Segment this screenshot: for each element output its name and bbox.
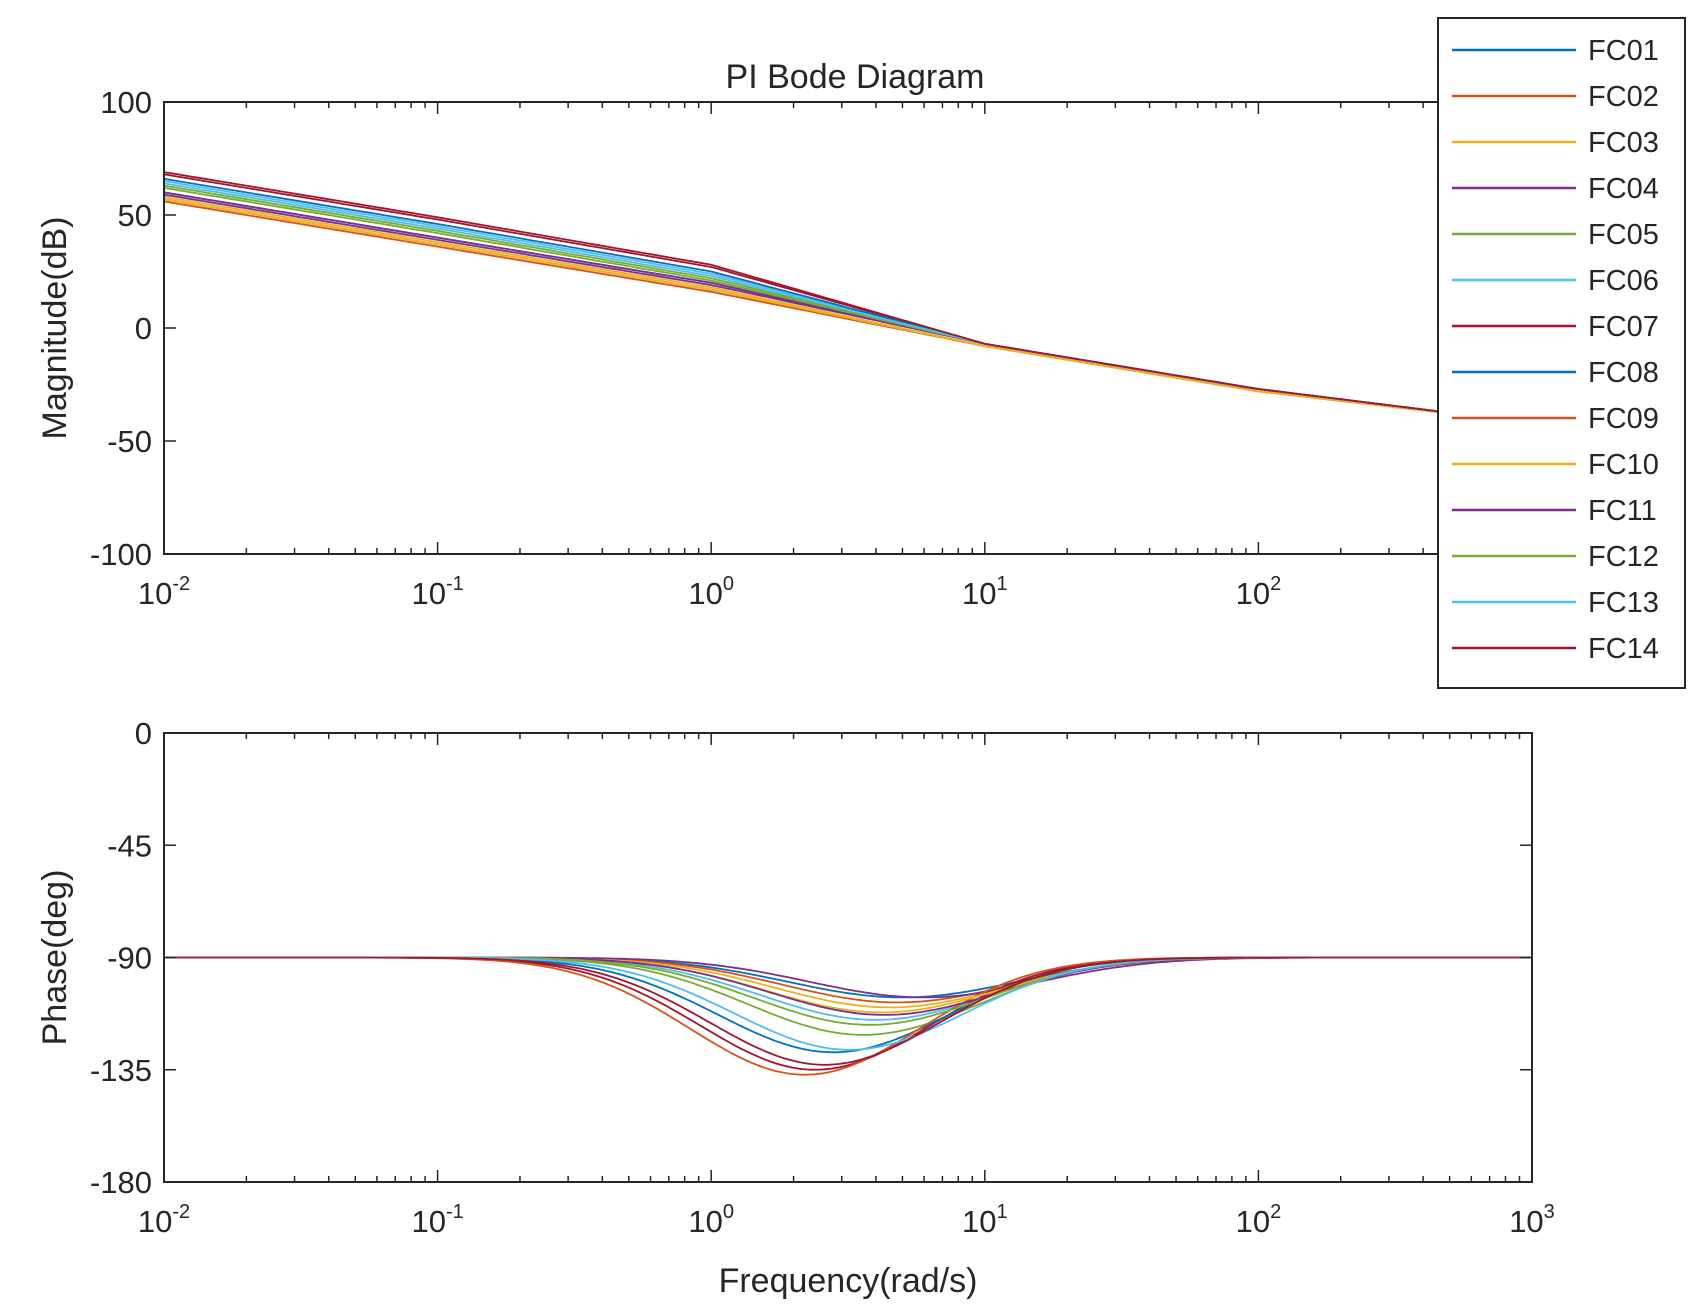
phase-line-fc02 [164,956,1532,1004]
magnitude-series-group [163,171,1533,424]
phase-axes-frame [163,732,1533,1183]
magnitude-line-fc07 [163,173,1533,424]
magnitude-ticks [163,101,1532,555]
phase-x-tick-labels: 10-2 10-1 100 101 102 103 [138,1201,1555,1239]
y-tick-label: -135 [90,1053,152,1088]
legend-label: FC05 [1588,219,1659,251]
x-tick-label: 10-1 [411,573,463,611]
phase-series-group [164,956,1532,1076]
legend-label: FC02 [1588,81,1659,113]
magnitude-line-fc14 [163,171,1533,424]
phase-line-fc14 [164,956,1532,1066]
legend-label: FC13 [1588,587,1659,619]
x-tick-label: 10-2 [138,1201,190,1239]
phase-line-fc04 [164,956,1532,999]
x-tick-label: 10-2 [138,573,190,611]
legend-label: FC14 [1588,633,1659,665]
phase-y-tick-labels: -180 -135 -90 -45 0 [90,716,152,1200]
y-tick-label: -180 [90,1165,152,1200]
legend-label: FC11 [1588,495,1657,527]
magnitude-axes-frame [163,101,1533,555]
legend-label: FC08 [1588,357,1659,389]
magnitude-line-fc10 [163,198,1533,424]
chart-title: PI Bode Diagram [726,58,985,96]
y-tick-label: -50 [107,424,152,459]
y-tick-label: 100 [100,85,152,120]
phase-line-fc07 [164,956,1532,1071]
y-tick-label: 0 [135,311,152,346]
x-axis-label: Frequency(rad/s) [719,1262,978,1300]
phase-line-fc12 [164,956,1532,1026]
legend-label: FC04 [1588,173,1659,205]
magnitude-y-tick-labels: -100 -50 0 50 100 [90,85,152,572]
phase-line-fc09 [164,956,1532,1076]
phase-line-fc03 [164,956,1532,1009]
phase-line-fc01 [164,956,1532,999]
legend-label: FC03 [1588,127,1659,159]
x-tick-label: 100 [688,573,734,611]
magnitude-y-axis-label: Magnitude(dB) [36,216,74,439]
phase-panel: -180 -135 -90 -45 0 10-2 10-1 100 101 102 103 Pha… [36,716,1555,1300]
y-tick-label: -90 [107,941,152,976]
x-tick-label: 102 [1236,573,1282,611]
y-tick-label: 0 [135,716,152,751]
phase-y-axis-label: Phase(deg) [36,870,74,1046]
x-tick-label: 102 [1236,1201,1282,1239]
x-tick-label: 101 [962,1201,1008,1239]
y-tick-label: -45 [107,828,152,863]
legend-label: FC10 [1588,449,1659,481]
x-tick-label: 10-1 [411,1201,463,1239]
legend: FC01 FC02 FC03 FC04 FC05 FC06 FC07 FC08 FC09 FC10… [1437,17,1686,689]
y-tick-label: 50 [118,198,152,233]
phase-line-fc11 [164,956,1532,1016]
legend-box [1437,17,1686,689]
magnitude-x-tick-labels: 10-2 10-1 100 101 102 [138,573,1281,611]
legend-label: FC01 [1588,35,1659,67]
legend-label: FC07 [1588,311,1659,343]
legend-label: FC12 [1588,541,1659,573]
legend-label: FC06 [1588,265,1659,297]
legend-label: FC09 [1588,403,1659,435]
x-tick-label: 103 [1509,1201,1555,1239]
x-tick-label: 100 [688,1201,734,1239]
x-tick-label: 101 [962,573,1008,611]
y-tick-label: -100 [90,537,152,572]
